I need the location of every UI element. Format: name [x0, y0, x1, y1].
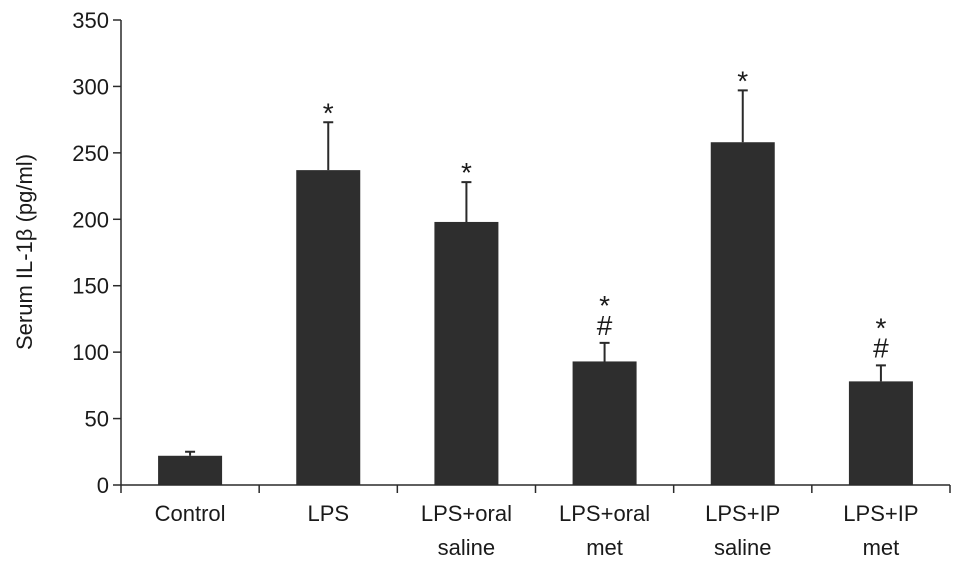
x-category-label: Control	[155, 501, 226, 526]
bar	[572, 361, 637, 485]
error-bar	[875, 364, 886, 382]
y-tick-label: 350	[72, 8, 109, 33]
x-axis-category-labels: Control LPS LPS+oral saline LPS+oral met LPS+I…	[120, 485, 951, 560]
y-tick-label: 100	[72, 340, 109, 365]
bars-group	[158, 142, 913, 485]
y-tick-label: 50	[85, 407, 109, 432]
bar	[158, 455, 223, 485]
y-tick-label: 150	[72, 274, 109, 299]
error-bar	[737, 89, 748, 143]
significance-hash: #	[597, 310, 613, 341]
error-bar	[323, 121, 334, 171]
bar	[434, 221, 499, 485]
significance-hash: #	[873, 332, 889, 363]
x-category-label: LPS+oral	[421, 501, 512, 526]
y-axis-title: Serum IL-1β (pg/ml)	[12, 154, 37, 350]
y-tick-label: 0	[97, 473, 109, 498]
x-category-label: LPS+oral	[559, 501, 650, 526]
significance-asterisk: *	[599, 290, 610, 321]
x-category-label: saline	[438, 535, 495, 560]
error-bar	[461, 181, 472, 222]
error-bar	[185, 450, 196, 456]
x-category-label: LPS	[307, 501, 349, 526]
significance-asterisk: *	[737, 65, 748, 96]
significance-asterisk: *	[461, 157, 472, 188]
error-bar	[599, 341, 610, 362]
x-category-label: LPS+IP	[843, 501, 918, 526]
error-bars-group	[185, 89, 886, 456]
y-tick-label: 200	[72, 207, 109, 232]
x-category-label: LPS+IP	[705, 501, 780, 526]
bar	[710, 142, 775, 485]
x-category-label: met	[863, 535, 900, 560]
y-tick-label: 300	[72, 74, 109, 99]
significance-asterisk: *	[323, 97, 334, 128]
significance-markers: ***#**#	[323, 65, 889, 363]
bar	[296, 170, 361, 485]
x-category-label: met	[586, 535, 623, 560]
significance-asterisk: *	[875, 312, 886, 343]
y-tick-label: 250	[72, 141, 109, 166]
x-category-label: saline	[714, 535, 771, 560]
bar	[848, 381, 913, 485]
y-axis-ticks: 0 50 100 150 200 250 300 350	[72, 8, 121, 498]
